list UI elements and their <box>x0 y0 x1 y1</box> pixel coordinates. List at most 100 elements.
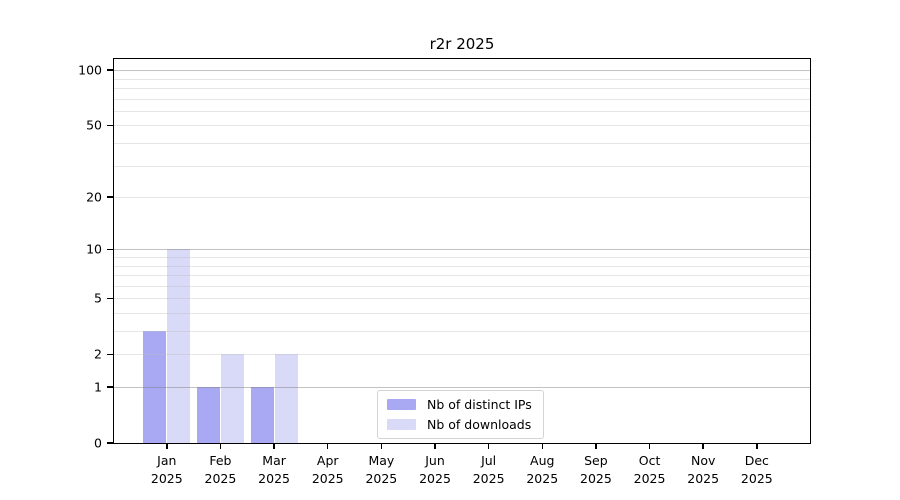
y-tick-mark <box>107 124 114 127</box>
y-tick-mark <box>107 386 114 388</box>
bar-downloads <box>274 354 298 443</box>
minor-gridline <box>114 354 810 356</box>
x-tick-mark <box>434 443 436 449</box>
x-tick-mark <box>326 443 329 449</box>
plot-inner: 0 1 2 5 10 20 50 100 Jan 2025 Feb 2025 Mar 2025 Apr 202… <box>78 59 810 486</box>
legend-swatch-downloads <box>387 419 416 430</box>
chart-title: r2r 2025 <box>429 35 495 53</box>
x-tick-label: Jul 2025 <box>473 452 505 487</box>
x-tick-mark <box>487 443 490 449</box>
x-tick-label: Jan 2025 <box>151 452 183 487</box>
legend-item-distinct-ips: Nb of distinct IPs <box>387 397 532 412</box>
minor-gridline <box>114 275 810 277</box>
y-tick-mark <box>107 442 114 444</box>
minor-gridline <box>114 256 810 258</box>
major-gridline <box>114 249 810 251</box>
y-tick-label: 50 <box>86 117 102 133</box>
x-tick-label: Dec 2025 <box>741 452 773 487</box>
major-gridline <box>114 387 810 388</box>
minor-gridline <box>114 265 810 267</box>
y-tick-mark <box>107 69 114 71</box>
x-tick-month: May <box>368 453 395 468</box>
minor-gridline <box>114 165 810 167</box>
x-tick-mark <box>541 443 544 449</box>
bar-distinct-ips <box>250 387 274 443</box>
y-tick-label: 1 <box>94 379 102 395</box>
x-tick-year: 2025 <box>419 470 451 486</box>
x-tick-month: Apr <box>316 453 339 468</box>
x-tick-label: Feb 2025 <box>205 452 237 487</box>
legend-swatch-distinct-ips <box>387 399 416 410</box>
x-tick-year: 2025 <box>580 470 612 486</box>
bar-distinct-ips <box>196 387 220 443</box>
x-tick-month: Nov <box>690 453 716 468</box>
x-tick-label: Oct 2025 <box>634 452 666 487</box>
minor-gridline <box>114 78 810 80</box>
y-tick-label: 100 <box>78 62 102 78</box>
y-tick-label: 10 <box>86 241 102 257</box>
y-tick-label: 5 <box>94 290 102 306</box>
x-tick-year: 2025 <box>311 470 344 486</box>
x-tick-label: Nov 2025 <box>687 452 719 487</box>
x-tick-mark <box>756 443 758 449</box>
y-tick-label: 20 <box>86 189 102 205</box>
x-tick-label: Mar 2025 <box>258 452 290 487</box>
x-tick-month: Jan <box>157 453 177 468</box>
minor-gridline <box>114 98 810 100</box>
x-tick-mark <box>702 443 704 449</box>
x-tick-year: 2025 <box>526 470 559 486</box>
x-tick-year: 2025 <box>687 470 720 486</box>
x-tick-label: May 2025 <box>365 452 397 487</box>
y-tick-mark <box>107 248 114 251</box>
x-tick-mark <box>380 443 383 449</box>
bar-downloads <box>167 249 191 443</box>
x-tick-month: Oct <box>638 453 661 468</box>
legend: Nb of distinct IPs Nb of downloads <box>377 390 544 439</box>
x-tick-month: Sep <box>584 453 608 468</box>
bar-distinct-ips <box>143 331 167 443</box>
x-tick-mark <box>648 443 651 449</box>
x-tick-year: 2025 <box>633 470 666 486</box>
y-tick-mark <box>107 353 114 355</box>
y-tick-mark <box>107 297 114 299</box>
x-tick-year: 2025 <box>365 470 398 486</box>
x-tick-mark <box>166 443 168 449</box>
minor-gridline <box>114 110 810 112</box>
x-tick-year: 2025 <box>258 470 290 486</box>
x-tick-mark <box>273 443 275 449</box>
x-tick-year: 2025 <box>204 470 237 486</box>
minor-gridline <box>114 197 810 199</box>
x-tick-label: Aug 2025 <box>526 452 558 487</box>
x-tick-year: 2025 <box>472 470 505 486</box>
x-tick-month: Dec <box>744 453 769 468</box>
major-gridline <box>114 70 810 72</box>
y-tick-mark <box>107 196 114 198</box>
x-tick-label: Jun 2025 <box>419 452 451 487</box>
minor-gridline <box>114 143 810 144</box>
y-tick-label: 2 <box>94 346 102 362</box>
legend-label-distinct-ips: Nb of distinct IPs <box>427 397 532 412</box>
minor-gridline <box>114 88 810 89</box>
x-tick-label: Apr 2025 <box>312 452 344 487</box>
x-tick-month: Jul <box>481 453 497 468</box>
minor-gridline <box>114 125 810 127</box>
x-tick-month: Mar <box>262 453 286 468</box>
x-tick-mark <box>595 443 597 449</box>
minor-gridline <box>114 331 810 332</box>
x-tick-year: 2025 <box>150 470 183 486</box>
x-tick-month: Aug <box>530 453 555 468</box>
minor-gridline <box>114 285 810 287</box>
x-tick-year: 2025 <box>740 470 773 486</box>
minor-gridline <box>114 312 810 314</box>
x-tick-label: Sep 2025 <box>580 452 612 487</box>
legend-label-downloads: Nb of downloads <box>427 417 532 432</box>
x-tick-month: Feb <box>209 453 232 468</box>
x-tick-mark <box>219 443 222 449</box>
legend-item-downloads: Nb of downloads <box>387 417 532 432</box>
plot-area: 0 1 2 5 10 20 50 100 Jan 2025 Feb 2025 Mar 2025 Apr 202… <box>78 58 811 486</box>
x-tick-month: Jun <box>425 453 445 468</box>
y-tick-label: 0 <box>94 435 102 451</box>
bar-downloads <box>220 354 244 443</box>
minor-gridline <box>114 298 810 300</box>
